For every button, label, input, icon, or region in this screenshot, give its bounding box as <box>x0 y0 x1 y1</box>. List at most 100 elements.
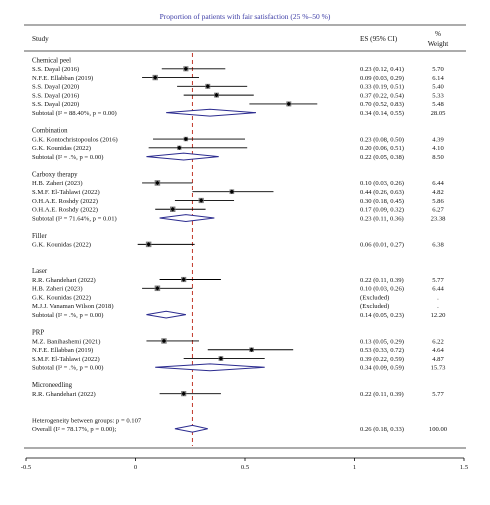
weight-value: 5.40 <box>432 84 444 91</box>
study-label: S.S. Dayal (2016) <box>32 66 79 73</box>
subtotal-diamond <box>146 152 219 161</box>
effect-size-ci: 0.23 (0.12, 0.41) <box>360 66 404 73</box>
effect-size-ci: 0.70 (0.52, 0.83) <box>360 101 404 108</box>
study-label: S.S. Dayal (2016) <box>32 92 79 99</box>
effect-size-ci: 0.23 (0.08, 0.50) <box>360 136 404 143</box>
weight-value: . <box>437 303 439 310</box>
study-row: S.S. Dayal (2020) 0.70 (0.52, 0.83) 5.48 <box>32 101 444 108</box>
weight-value: 6.44 <box>432 286 444 293</box>
study-label: S.S. Dayal (2020) <box>32 84 79 91</box>
x-tick-label: 0.5 <box>241 464 250 471</box>
point-estimate <box>161 338 167 344</box>
weight-column-header-percent: % <box>435 30 441 38</box>
point-estimate <box>199 198 204 203</box>
weight-value: 6.38 <box>432 242 444 249</box>
effect-size-ci: 0.22 (0.11, 0.39) <box>360 391 404 398</box>
study-row: O.H.A.E. Roshdy (2022) 0.30 (0.18, 0.45) 5… <box>32 198 444 205</box>
subtotal-label: Subtotal (I² = .%, p = 0.00) <box>32 312 104 319</box>
subtotal-label: Subtotal (I² = 88.40%, p = 0.00) <box>32 110 117 117</box>
x-tick-label: -0.5 <box>21 464 32 471</box>
effect-size-ci: 0.22 (0.05, 0.38) <box>360 154 404 161</box>
study-label: H.B. Zaheri (2023) <box>32 286 83 293</box>
effect-size-ci: 0.33 (0.19, 0.51) <box>360 84 404 91</box>
weight-value: 6.27 <box>432 207 444 214</box>
effect-size-ci: 0.44 (0.26, 0.63) <box>360 189 404 196</box>
overall-label: Overall (I² = 78.17%, p = 0.00); <box>32 426 116 433</box>
study-column-header: Study <box>32 35 49 43</box>
point-estimate <box>218 356 224 361</box>
subtotal-row: Subtotal (I² = 88.40%, p = 0.00) 0.34 (0.… <box>32 108 446 117</box>
x-tick-label: 1 <box>353 464 356 471</box>
study-row: S.M.F. El-Tahlawi (2022) 0.44 (0.26, 0.63… <box>32 189 444 196</box>
study-row: G.K. Kounidas (2022) 0.20 (0.06, 0.51) 4.1… <box>32 145 444 152</box>
point-estimate <box>155 180 160 186</box>
subtotal-diamond <box>146 310 186 319</box>
study-row: S.S. Dayal (2016) 0.23 (0.12, 0.41) 5.70 <box>32 66 444 73</box>
study-row: N.F.E. Ellabban (2019) 0.09 (0.03, 0.29) 6… <box>32 75 444 82</box>
point-estimate <box>153 75 158 80</box>
weight-value: 15.73 <box>431 365 447 372</box>
heterogeneity-text: Heterogeneity between groups: p = 0.107 <box>32 417 142 424</box>
x-tick-label: 1.5 <box>460 464 469 471</box>
weight-value: 6.44 <box>432 180 444 187</box>
effect-size-ci: 0.34 (0.09, 0.59) <box>360 365 404 372</box>
subtotal-diamond <box>159 214 215 222</box>
study-row: G.K. Kontochristopoulos (2016) 0.23 (0.08… <box>32 136 444 143</box>
weight-value: 5.33 <box>432 92 444 99</box>
subtotal-diamond <box>155 363 265 372</box>
point-estimate <box>155 286 160 291</box>
study-label: G.K. Kontochristopoulos (2016) <box>32 136 118 143</box>
x-tick-label: 0 <box>134 464 138 471</box>
weight-value: 6.14 <box>432 75 444 82</box>
subgroup-label: Carboxy therapy <box>32 171 78 178</box>
subgroup-label: Chemical peel <box>32 57 71 64</box>
weight-value: 23.38 <box>431 215 447 222</box>
subtotal-label: Subtotal (I² = 71.64%, p = 0.01) <box>32 215 117 222</box>
effect-size-ci: 0.10 (0.03, 0.26) <box>360 180 404 187</box>
weight-value: 5.48 <box>432 101 444 108</box>
study-label: O.H.A.E. Roshdy (2022) <box>32 207 98 214</box>
weight-value: 12.20 <box>431 312 447 319</box>
weight-value: 4.64 <box>432 347 444 354</box>
point-estimate <box>183 66 189 71</box>
study-label: O.H.A.E. Roshdy (2022) <box>32 198 98 205</box>
overall-diamond <box>174 424 208 433</box>
subgroup-label: PRP <box>32 329 44 336</box>
effect-size-ci: 0.09 (0.03, 0.29) <box>360 75 404 82</box>
effect-size-ci: 0.14 (0.05, 0.23) <box>360 312 404 319</box>
point-estimate <box>170 207 175 212</box>
weight-value: 8.50 <box>432 154 444 161</box>
study-row: G.K. Kounidas (2022) (Excluded). <box>32 294 439 301</box>
subtotal-row: Subtotal (I² = 71.64%, p = 0.01) 0.23 (0.… <box>32 214 447 222</box>
effect-size-ci: 0.10 (0.03, 0.26) <box>360 286 404 293</box>
effect-size-ci: 0.23 (0.11, 0.36) <box>360 215 404 222</box>
study-rows: Chemical peel S.S. Dayal (2016) 0.23 (0.12… <box>32 57 448 433</box>
weight-value: 6.22 <box>432 338 444 345</box>
point-estimate <box>183 136 189 142</box>
weight-column-header-weight: Weight <box>428 40 449 48</box>
overall-row: Overall (I² = 78.17%, p = 0.00); 0.26 (0.… <box>32 424 448 433</box>
x-axis: -0.5 0 0.5 1 1.5 <box>21 457 469 471</box>
study-label: S.M.F. El-Tahlawi (2022) <box>32 356 100 363</box>
study-row: H.B. Zaheri (2023) 0.10 (0.03, 0.26) 6.44 <box>32 180 444 187</box>
study-label: N.F.E. Ellabban (2019) <box>32 347 93 354</box>
point-estimate <box>181 391 186 396</box>
effect-size-ci: 0.30 (0.18, 0.45) <box>360 198 404 205</box>
point-estimate <box>181 277 186 282</box>
study-label: R.R. Ghandehari (2022) <box>32 277 96 284</box>
study-row: G.K. Kounidas (2022) 0.06 (0.01, 0.27) 6.3… <box>32 241 444 249</box>
study-label: G.K. Kounidas (2022) <box>32 145 91 152</box>
subtotal-label: Subtotal (I² = .%, p = 0.00) <box>32 154 104 161</box>
weight-value: 5.77 <box>432 277 444 284</box>
study-label: G.K. Kounidas (2022) <box>32 294 91 301</box>
study-row: S.M.F. El-Tahlawi (2022) 0.39 (0.22, 0.59… <box>32 356 444 363</box>
weight-value: 100.00 <box>429 426 448 433</box>
study-label: G.K. Kounidas (2022) <box>32 242 91 249</box>
study-label: H.B. Zaheri (2023) <box>32 180 83 187</box>
effect-size-ci: 0.13 (0.05, 0.29) <box>360 338 404 345</box>
effect-size-ci: 0.06 (0.01, 0.27) <box>360 242 404 249</box>
study-row: N.F.E. Ellabban (2019) 0.53 (0.33, 0.72) 4… <box>32 347 444 354</box>
weight-value: 5.86 <box>432 198 444 205</box>
subgroup-label: Microneedling <box>32 382 73 389</box>
